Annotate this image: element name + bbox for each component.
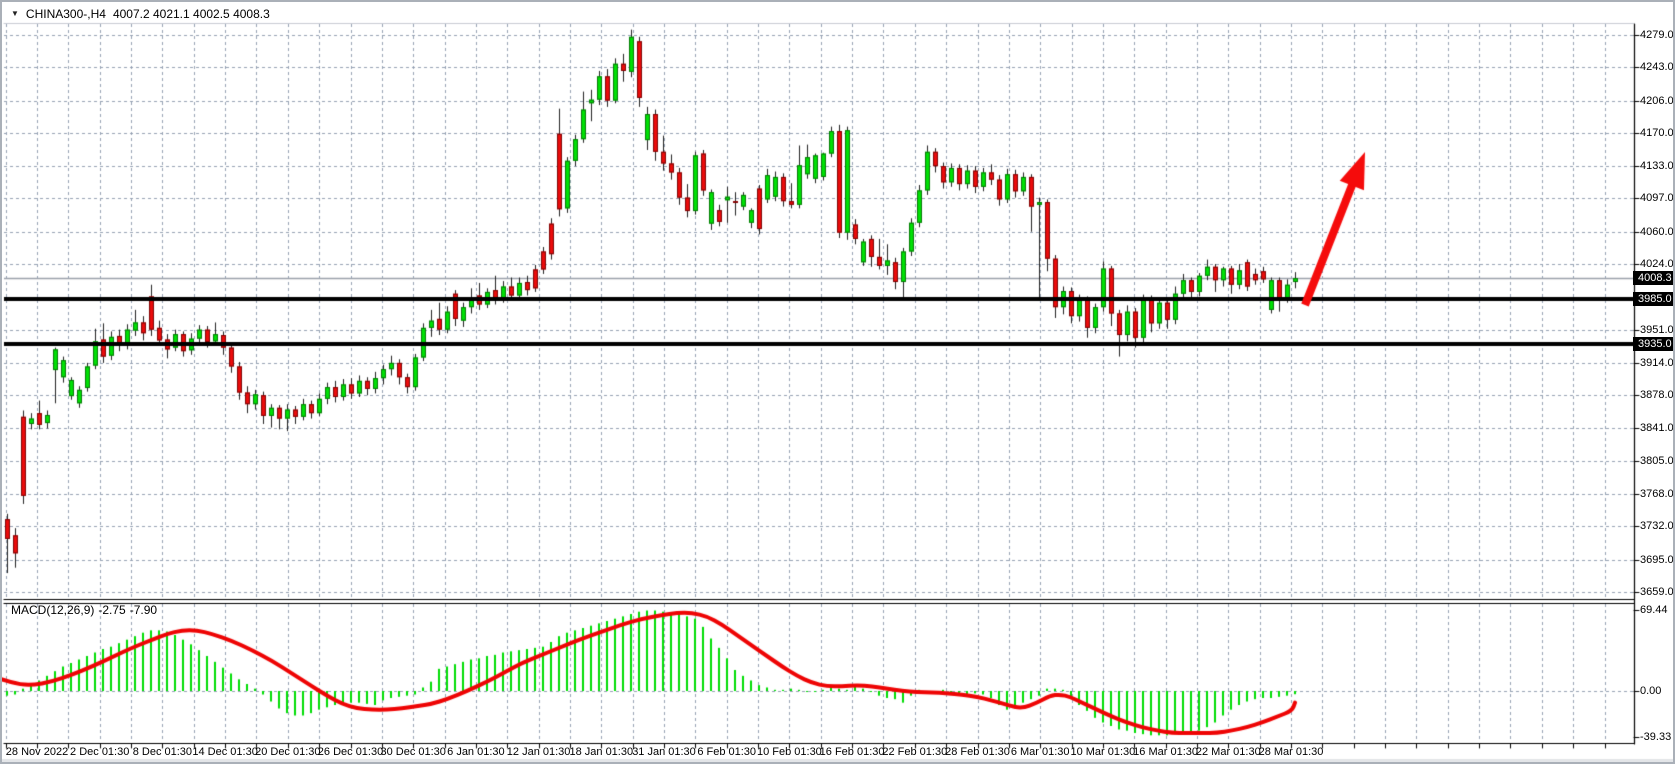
- macd-value: -2.75: [98, 603, 126, 617]
- chart-title: ▼ CHINA300-,H4 4007.2 4021.1 4002.5 4008…: [11, 7, 270, 21]
- symbol-dropdown-icon[interactable]: ▼: [11, 9, 19, 18]
- symbol-period-label: CHINA300-,H4: [25, 7, 106, 21]
- macd-signal-value: -7.90: [129, 603, 158, 617]
- ohlc-values-label: 4007.2 4021.1 4002.5 4008.3: [112, 7, 270, 21]
- macd-name: MACD(12,26,9): [11, 603, 95, 617]
- macd-indicator-label: MACD(12,26,9) -2.75 -7.90: [11, 603, 157, 617]
